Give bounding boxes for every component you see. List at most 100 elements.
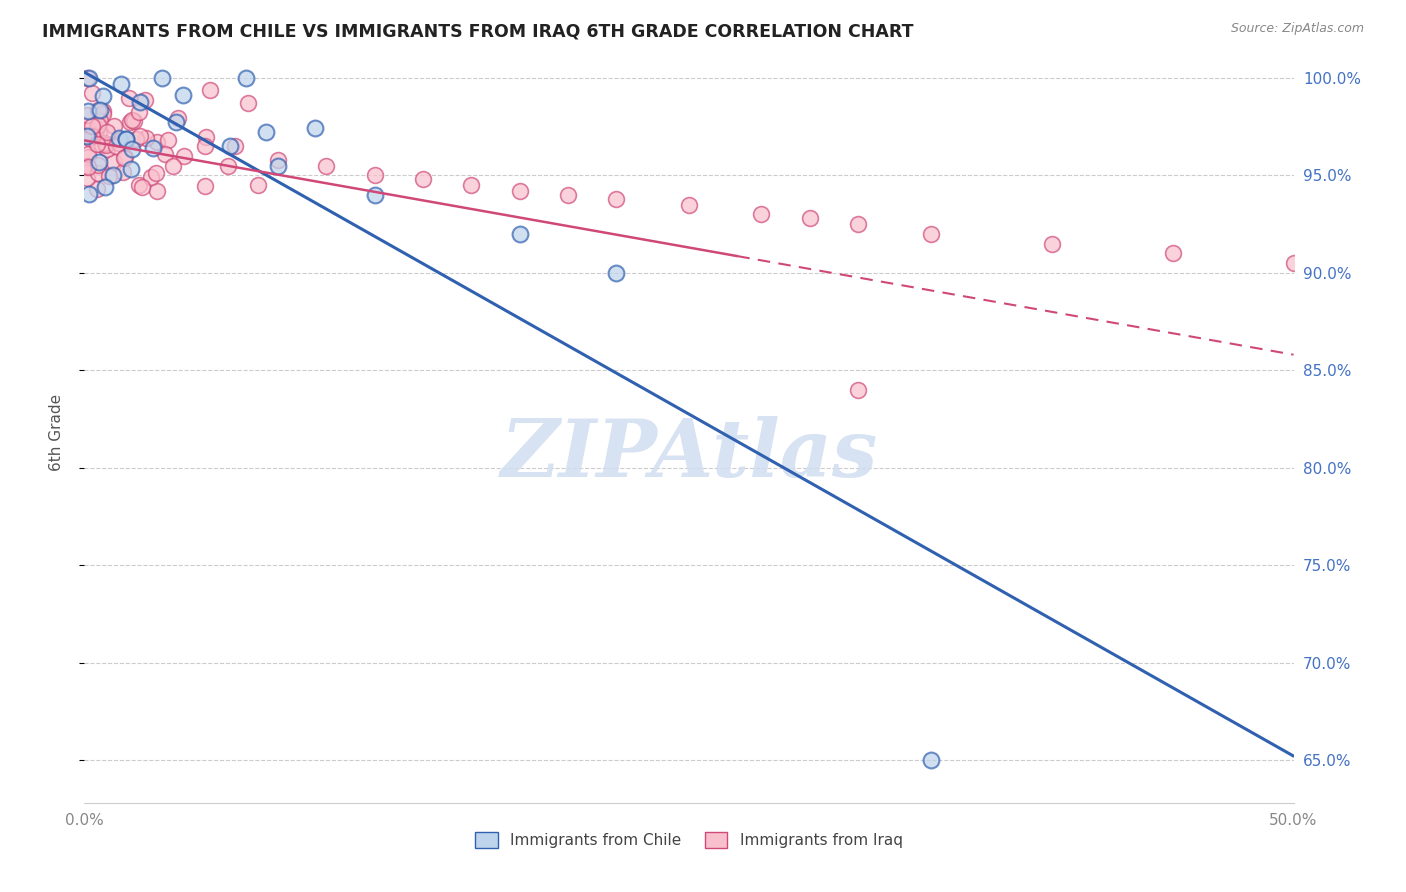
Point <box>98 169 121 184</box>
Point <box>118 91 141 105</box>
Point <box>112 151 135 165</box>
Point <box>1040 236 1063 251</box>
Point <box>104 139 127 153</box>
Point <box>77 186 100 201</box>
Point <box>80 128 103 143</box>
Point <box>77 104 100 119</box>
Point <box>121 142 143 156</box>
Point <box>87 158 110 172</box>
Point <box>76 129 98 144</box>
Point <box>135 130 157 145</box>
Point <box>157 133 180 147</box>
Point <box>89 114 111 128</box>
Point <box>131 180 153 194</box>
Point <box>146 135 169 149</box>
Point <box>799 211 821 226</box>
Point <box>76 129 98 144</box>
Point <box>412 172 434 186</box>
Point <box>1282 256 1305 270</box>
Point <box>115 132 138 146</box>
Text: Source: ZipAtlas.com: Source: ZipAtlas.com <box>1230 22 1364 36</box>
Point <box>509 184 531 198</box>
Point <box>678 197 700 211</box>
Legend: Immigrants from Chile, Immigrants from Iraq: Immigrants from Chile, Immigrants from I… <box>470 825 908 855</box>
Point <box>76 147 98 161</box>
Point <box>114 150 136 164</box>
Point <box>91 89 114 103</box>
Point <box>1161 246 1184 260</box>
Point <box>235 70 257 85</box>
Point <box>79 131 101 145</box>
Point <box>162 159 184 173</box>
Point <box>194 178 217 193</box>
Point <box>236 95 259 110</box>
Point <box>86 137 108 152</box>
Y-axis label: 6th Grade: 6th Grade <box>49 394 63 471</box>
Point <box>121 112 143 127</box>
Point <box>76 70 98 85</box>
Text: ZIPAtlas: ZIPAtlas <box>501 416 877 493</box>
Point <box>846 217 869 231</box>
Point <box>509 227 531 241</box>
Point <box>118 115 141 129</box>
Point <box>145 166 167 180</box>
Point <box>557 188 579 202</box>
Point <box>150 70 173 85</box>
Point <box>267 159 290 173</box>
Point <box>77 160 100 174</box>
Point <box>200 82 222 96</box>
Point <box>167 111 190 125</box>
Point <box>76 108 98 122</box>
Point <box>218 139 240 153</box>
Point <box>77 71 100 86</box>
Point <box>107 136 129 150</box>
Point <box>80 119 103 133</box>
Point <box>87 155 110 169</box>
Point <box>110 77 132 91</box>
Point <box>920 753 942 767</box>
Point <box>94 137 117 152</box>
Point <box>217 159 239 173</box>
Point <box>76 159 98 173</box>
Point <box>128 178 150 192</box>
Point <box>108 131 131 145</box>
Point <box>103 155 125 169</box>
Point <box>128 105 150 120</box>
Point <box>920 227 942 241</box>
Point <box>172 88 194 103</box>
Point <box>84 122 107 136</box>
Point <box>247 178 270 192</box>
Point <box>460 178 482 193</box>
Point <box>87 118 110 132</box>
Point <box>122 114 145 128</box>
Point <box>315 159 337 173</box>
Point <box>96 125 118 139</box>
Point <box>87 166 110 180</box>
Point <box>254 125 277 139</box>
Point <box>194 139 217 153</box>
Point <box>224 138 246 153</box>
Point <box>90 138 112 153</box>
Point <box>103 168 125 182</box>
Point <box>134 93 156 107</box>
Point <box>751 207 773 221</box>
Point <box>194 130 217 145</box>
Point <box>77 150 100 164</box>
Point <box>363 188 385 202</box>
Point <box>120 162 142 177</box>
Point <box>91 107 114 121</box>
Point <box>605 266 627 280</box>
Point <box>115 131 138 145</box>
Text: IMMIGRANTS FROM CHILE VS IMMIGRANTS FROM IRAQ 6TH GRADE CORRELATION CHART: IMMIGRANTS FROM CHILE VS IMMIGRANTS FROM… <box>42 22 914 40</box>
Point <box>605 192 627 206</box>
Point <box>129 128 152 143</box>
Point <box>82 86 104 100</box>
Point <box>125 132 148 146</box>
Point <box>142 141 165 155</box>
Point <box>139 170 162 185</box>
Point <box>111 165 134 179</box>
Point <box>87 126 110 140</box>
Point <box>76 159 98 173</box>
Point <box>76 170 98 185</box>
Point <box>267 153 290 167</box>
